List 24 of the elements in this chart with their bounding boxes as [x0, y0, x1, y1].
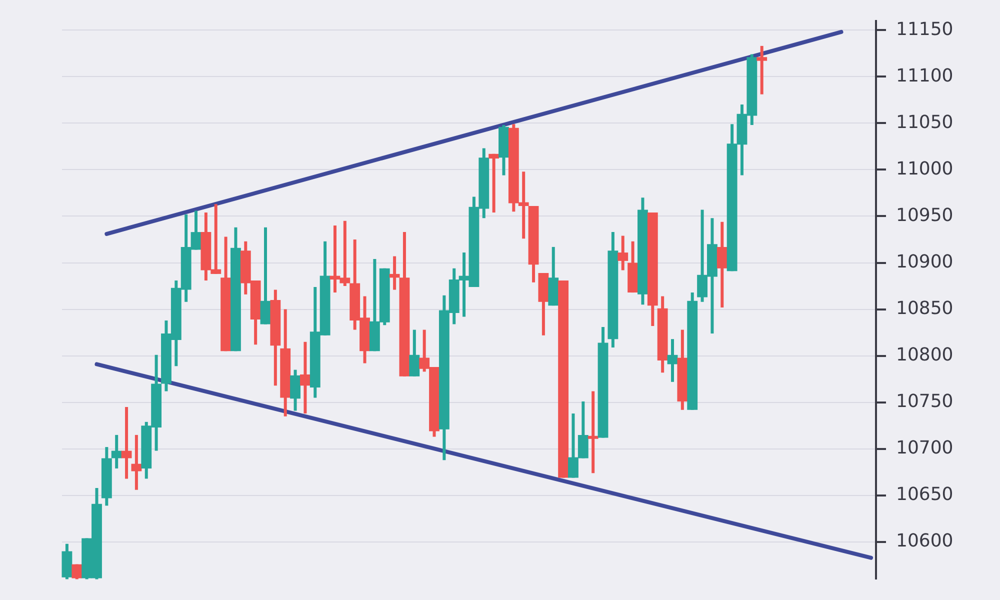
candlestick — [131, 434, 142, 490]
y-tick-label: 10800 — [896, 344, 954, 366]
y-tick-label: 11000 — [896, 158, 954, 180]
y-tick-label: 10750 — [896, 391, 954, 412]
y-tick-label: 10700 — [896, 438, 954, 459]
candlestick — [716, 222, 728, 308]
candlestick — [290, 370, 300, 411]
candlestick — [409, 330, 420, 376]
y-tick-label: 11150 — [896, 18, 954, 40]
y-tick-label: 10950 — [896, 204, 954, 226]
y-tick-label: 10850 — [896, 298, 954, 319]
candlestick — [488, 154, 500, 213]
y-tick-label: 10600 — [896, 530, 954, 552]
y-tick-label: 11100 — [896, 65, 954, 86]
candlestick — [300, 342, 310, 414]
y-tick-label: 11050 — [896, 112, 954, 133]
candlestick — [756, 46, 768, 94]
candlestick — [618, 236, 628, 270]
y-tick-label: 10900 — [896, 251, 954, 272]
candlestick — [260, 227, 271, 324]
candlestick — [121, 407, 132, 479]
candlestick — [72, 564, 82, 580]
y-tick-label: 10650 — [896, 484, 954, 506]
candlestick — [588, 391, 598, 474]
